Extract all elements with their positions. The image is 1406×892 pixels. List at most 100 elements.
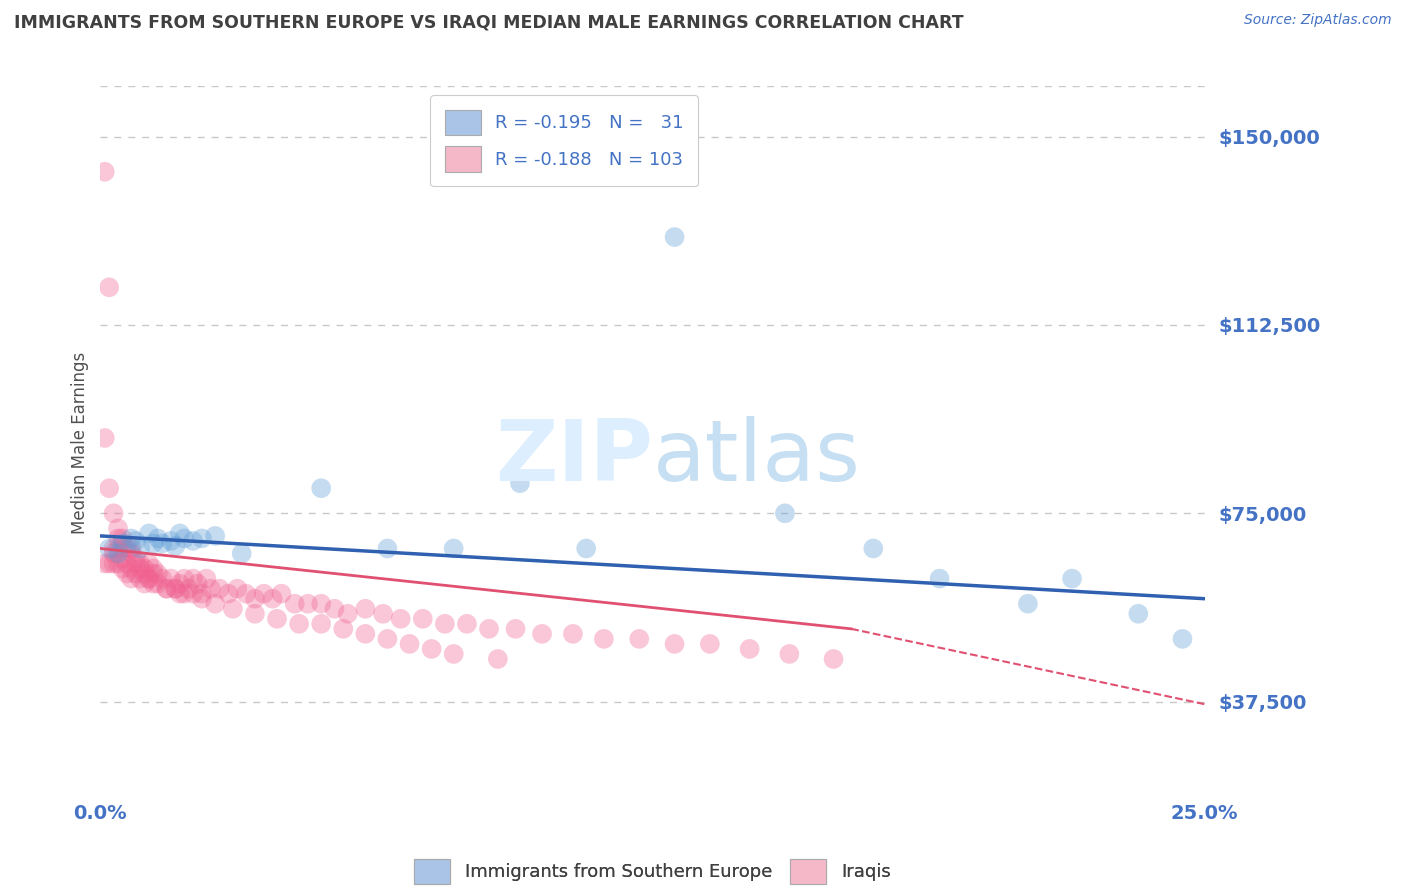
Point <box>125 557 148 571</box>
Text: ZIP: ZIP <box>495 416 652 499</box>
Point <box>354 601 377 615</box>
Point <box>262 591 284 606</box>
Point <box>115 557 138 571</box>
Point <box>98 541 121 556</box>
Point <box>1017 597 1039 611</box>
Point <box>103 506 125 520</box>
Point <box>862 541 884 556</box>
Point <box>191 591 214 606</box>
Point <box>120 572 142 586</box>
Point <box>94 431 117 445</box>
Point <box>98 481 121 495</box>
Point <box>134 561 156 575</box>
Point <box>103 557 125 571</box>
Point <box>204 597 226 611</box>
Point <box>456 616 478 631</box>
Point <box>173 587 195 601</box>
Point <box>288 616 311 631</box>
Point <box>107 532 129 546</box>
Point <box>146 566 169 581</box>
Point <box>478 622 501 636</box>
Point <box>111 561 134 575</box>
Point <box>155 582 177 596</box>
Point <box>235 587 257 601</box>
Point <box>177 582 200 596</box>
Point <box>243 607 266 621</box>
Point <box>169 587 191 601</box>
Point <box>443 541 465 556</box>
Point <box>191 532 214 546</box>
Point <box>169 576 191 591</box>
Point <box>125 566 148 581</box>
Point <box>217 587 239 601</box>
Point <box>195 572 218 586</box>
Point <box>173 572 195 586</box>
Point <box>284 597 307 611</box>
Point <box>738 642 761 657</box>
Point <box>377 632 399 646</box>
Point <box>160 572 183 586</box>
Point <box>111 532 134 546</box>
Legend: Immigrants from Southern Europe, Iraqis: Immigrants from Southern Europe, Iraqis <box>408 852 898 891</box>
Point <box>181 572 204 586</box>
Point <box>266 612 288 626</box>
Y-axis label: Median Male Earnings: Median Male Earnings <box>72 351 89 534</box>
Point <box>115 566 138 581</box>
Point <box>389 612 412 626</box>
Point <box>120 532 142 546</box>
Point <box>433 616 456 631</box>
Point <box>297 597 319 611</box>
Point <box>98 557 121 571</box>
Point <box>107 521 129 535</box>
Point <box>332 622 354 636</box>
Point <box>98 280 121 294</box>
Point <box>111 541 134 556</box>
Point <box>120 547 142 561</box>
Point <box>592 632 614 646</box>
Point <box>138 557 160 571</box>
Point <box>94 557 117 571</box>
Point <box>155 582 177 596</box>
Point <box>94 165 117 179</box>
Point <box>575 541 598 556</box>
Point <box>309 481 332 495</box>
Point <box>531 627 554 641</box>
Point <box>226 582 249 596</box>
Point <box>142 566 165 581</box>
Point <box>111 536 134 550</box>
Point <box>120 541 142 556</box>
Point <box>181 533 204 548</box>
Point <box>354 627 377 641</box>
Point <box>664 637 686 651</box>
Point <box>208 582 231 596</box>
Point <box>181 587 204 601</box>
Point <box>486 652 509 666</box>
Point <box>336 607 359 621</box>
Point <box>505 622 527 636</box>
Point <box>191 587 214 601</box>
Point <box>134 566 156 581</box>
Point <box>103 541 125 556</box>
Point <box>1171 632 1194 646</box>
Point <box>129 541 152 556</box>
Point <box>928 572 950 586</box>
Point <box>309 597 332 611</box>
Point <box>371 607 394 621</box>
Point <box>125 551 148 566</box>
Point <box>398 637 420 651</box>
Point <box>142 576 165 591</box>
Point <box>129 572 152 586</box>
Point <box>412 612 434 626</box>
Point <box>231 547 253 561</box>
Point <box>243 591 266 606</box>
Point <box>120 561 142 575</box>
Point <box>778 647 800 661</box>
Point <box>443 647 465 661</box>
Point <box>309 616 332 631</box>
Point <box>134 576 156 591</box>
Point <box>1060 572 1083 586</box>
Point <box>142 561 165 575</box>
Point <box>664 230 686 244</box>
Point <box>169 526 191 541</box>
Point <box>204 529 226 543</box>
